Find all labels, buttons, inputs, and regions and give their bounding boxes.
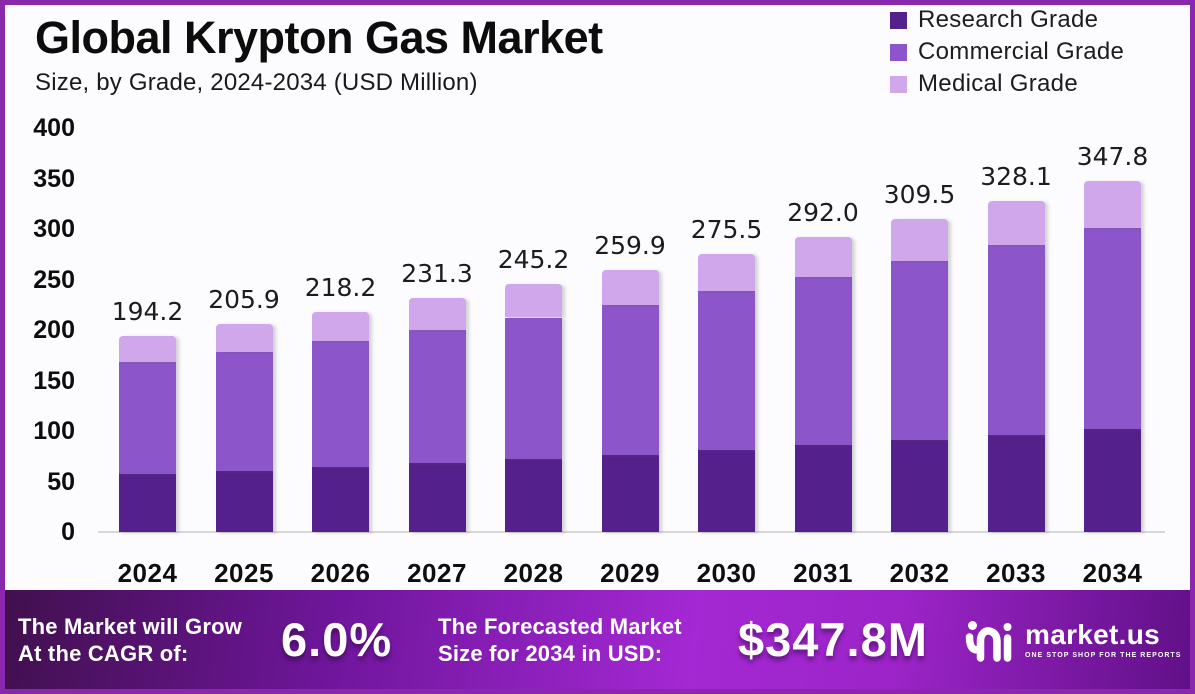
cagr-value: 6.0% [281, 613, 393, 666]
market-us-logo: market.us ONE STOP SHOP FOR THE REPORTS [965, 618, 1181, 662]
bar-segment-medical-grade-2026 [312, 311, 369, 342]
x-axis-label-2027: 2027 [407, 558, 467, 588]
bar-segment-commercial-grade-2027 [408, 329, 466, 464]
bar-segment-research-grade-2029 [601, 454, 659, 532]
chart-subtitle: Size, by Grade, 2024-2034 (USD Million) [35, 69, 478, 96]
bar-segment-commercial-grade-2025 [215, 351, 273, 471]
x-axis-label-2030: 2030 [696, 558, 757, 588]
bar-segment-research-grade-2031 [794, 445, 852, 532]
forecast-label-line1: The Forecasted Market [438, 613, 682, 639]
bar-total-label-2034: 347.8 [1076, 141, 1149, 171]
legend-label: Research Grade [918, 6, 1099, 33]
bar-total-label-2033: 328.1 [980, 161, 1052, 191]
bar-segment-commercial-grade-2026 [312, 341, 369, 468]
bar-segment-commercial-grade-2034 [1084, 227, 1141, 429]
bar-total-label-2024: 194.2 [111, 296, 184, 326]
bar-total-label-2027: 231.3 [401, 259, 473, 289]
bar-segment-research-grade-2032 [891, 440, 948, 532]
bar-total-label-2028: 245.2 [497, 245, 570, 275]
bar-segment-research-grade-2028 [505, 459, 562, 532]
x-axis-label-2025: 2025 [214, 558, 274, 588]
bar-segment-medical-grade-2028 [505, 284, 562, 318]
bar-segment-commercial-grade-2028 [505, 317, 562, 460]
stacked-bar-chart: 0 50 100 150 200 250 300 350 400 194.2 2024 205.9 2… [0, 114, 1195, 590]
bar-total-label-2025: 205.9 [208, 285, 280, 315]
legend-item: Research Grade [890, 6, 1124, 33]
y-tick-label-250: 250 [33, 265, 75, 294]
bar-segment-research-grade-2034 [1084, 428, 1141, 532]
bar-segment-medical-grade-2033 [987, 200, 1045, 245]
market-us-logo-icon [965, 620, 1012, 662]
chart-header: Global Krypton Gas Market Size, by Grade… [35, 12, 603, 97]
forecast-label: The Forecasted Market Size for 2034 in U… [438, 613, 725, 667]
x-axis-line [98, 531, 1165, 533]
cagr-label: The Market will Grow At the CAGR of: [18, 613, 281, 667]
bar-total-label-2030: 275.5 [690, 214, 763, 244]
bar-segment-research-grade-2030 [698, 450, 755, 532]
bar-total-label-2031: 292.0 [787, 198, 859, 228]
y-tick-label-350: 350 [33, 164, 75, 193]
x-axis-label-2026: 2026 [310, 558, 371, 588]
x-axis-label-2024: 2024 [117, 558, 178, 588]
bar-segment-commercial-grade-2030 [698, 291, 755, 451]
bar-segment-research-grade-2025 [215, 470, 273, 532]
logo-tagline: ONE STOP SHOP FOR THE REPORTS [1025, 651, 1182, 659]
x-axis-label-2028: 2028 [503, 558, 564, 588]
bar-segment-medical-grade-2027 [408, 298, 466, 330]
bar-segment-commercial-grade-2024 [119, 362, 176, 475]
legend-label: Medical Grade [918, 70, 1078, 97]
bar-segment-research-grade-2024 [119, 474, 176, 532]
y-tick-label-150: 150 [33, 366, 75, 395]
y-tick-label-50: 50 [47, 467, 75, 496]
y-tick-label-0: 0 [61, 518, 75, 546]
bar-segment-commercial-grade-2033 [987, 244, 1045, 435]
bar-segment-medical-grade-2030 [698, 253, 755, 292]
bar-total-label-2026: 218.2 [304, 272, 377, 302]
y-tick-label-400: 400 [33, 114, 75, 142]
y-tick-label-100: 100 [33, 417, 75, 445]
bar-segment-research-grade-2027 [408, 463, 466, 532]
legend-swatch [890, 11, 907, 29]
bar-total-label-2029: 259.9 [594, 230, 666, 260]
bar-segment-medical-grade-2034 [1084, 180, 1141, 228]
x-axis-label-2034: 2034 [1082, 558, 1143, 588]
legend-swatch [890, 75, 907, 93]
bar-segment-research-grade-2026 [312, 467, 369, 532]
bar-segment-medical-grade-2024 [119, 335, 176, 363]
x-axis-label-2029: 2029 [600, 558, 660, 588]
bar-segment-medical-grade-2032 [891, 219, 948, 262]
logo-text-block: market.us ONE STOP SHOP FOR THE REPORTS [1025, 618, 1182, 659]
bar-segment-commercial-grade-2029 [601, 304, 659, 455]
cagr-label-line2: At the CAGR of: [18, 640, 189, 666]
bar-segment-research-grade-2033 [987, 434, 1045, 532]
bar-segment-medical-grade-2031 [794, 237, 852, 277]
bar-total-label-2032: 309.5 [883, 180, 956, 210]
legend-item: Commercial Grade [890, 38, 1125, 65]
bar-segment-commercial-grade-2031 [794, 276, 852, 446]
bar-segment-medical-grade-2029 [601, 269, 659, 305]
cagr-label-line1: The Market will Grow [18, 613, 243, 639]
forecast-value: $347.8M [738, 613, 928, 666]
x-axis-label-2031: 2031 [793, 558, 853, 588]
page-title: Global Krypton Gas Market [35, 12, 603, 63]
footer-banner: The Market will Grow At the CAGR of: 6.0… [5, 590, 1190, 689]
legend-label: Commercial Grade [918, 38, 1125, 65]
y-tick-label-200: 200 [33, 316, 75, 344]
forecast-label-line2: Size for 2034 in USD: [438, 640, 663, 666]
bar-segment-commercial-grade-2032 [891, 261, 948, 441]
x-axis-label-2032: 2032 [889, 558, 950, 588]
chart-legend: Research Grade Commercial Grade Medical Gr… [890, 6, 1125, 104]
legend-swatch [890, 43, 907, 61]
x-axis-label-2033: 2033 [986, 558, 1046, 588]
legend-item: Medical Grade [890, 70, 1124, 97]
plot-area: 194.2 2024 205.9 2025 218.2 2026 231.3 2027 245.… [98, 128, 1165, 588]
bar-segment-medical-grade-2025 [215, 324, 273, 352]
logo-text: market.us [1025, 618, 1160, 650]
y-tick-label-300: 300 [33, 215, 75, 243]
